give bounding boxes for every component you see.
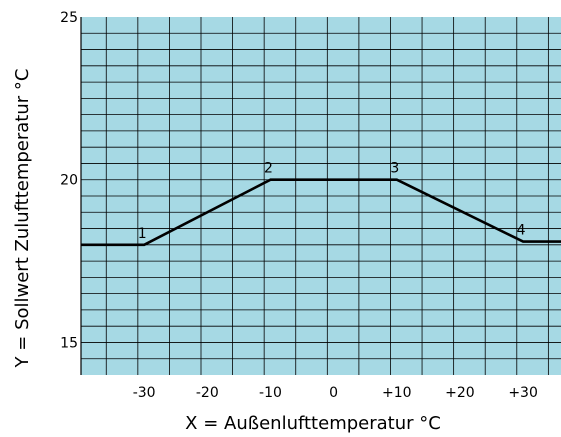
point-labels: 1 2 3 4 xyxy=(138,161,526,242)
x-tick-label: -20 xyxy=(196,385,219,401)
x-tick-label: +30 xyxy=(508,385,538,401)
series-layer xyxy=(81,178,561,247)
y-tick-label: 15 xyxy=(60,335,78,351)
x-tick-label: +10 xyxy=(382,385,412,401)
x-tick-label: -10 xyxy=(259,385,282,401)
x-axis-title: X = Außenlufttemperatur °C xyxy=(185,413,441,434)
grid xyxy=(80,17,561,375)
point-label: 3 xyxy=(390,161,399,177)
tick-labels: -30 -20 -10 0 +10 +20 +30 15 20 25 xyxy=(60,10,538,401)
x-tick-label: +20 xyxy=(445,385,475,401)
point-label: 1 xyxy=(138,226,147,242)
y-axis-title: Y = Sollwert Zulufttemperatur °C xyxy=(12,69,33,369)
point-label: 4 xyxy=(517,223,526,239)
point-label: 2 xyxy=(264,161,273,177)
series-line xyxy=(81,178,561,247)
x-tick-label: -30 xyxy=(133,385,156,401)
y-tick-label: 20 xyxy=(60,173,78,189)
x-tick-label: 0 xyxy=(329,385,338,401)
y-tick-label: 25 xyxy=(60,10,78,26)
